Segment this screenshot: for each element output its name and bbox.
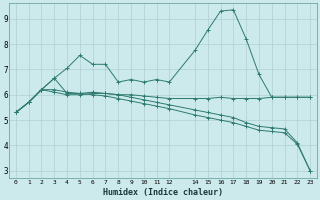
X-axis label: Humidex (Indice chaleur): Humidex (Indice chaleur) <box>103 188 223 197</box>
